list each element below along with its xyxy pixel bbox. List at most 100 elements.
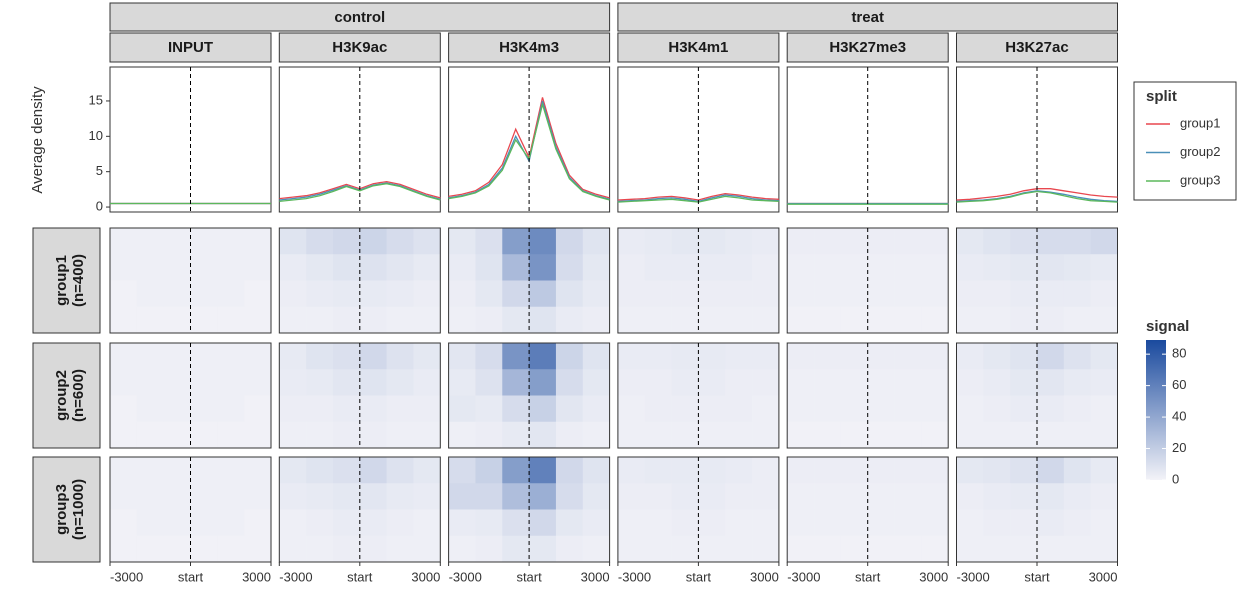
- y-tick-label: 0: [96, 198, 103, 213]
- x-tick-label: -3000: [279, 569, 312, 584]
- x-tick-label: 3000: [750, 569, 779, 584]
- heatmap-cell: [413, 509, 441, 537]
- colorbar: [1146, 340, 1166, 480]
- heatmap-cell: [306, 369, 334, 396]
- heatmap-cell: [529, 483, 557, 510]
- heatmap-cell: [671, 369, 699, 396]
- heatmap-cell: [502, 369, 530, 396]
- heatmap-cell: [698, 280, 726, 308]
- heatmap-cell: [110, 254, 138, 281]
- x-tick-label: -3000: [957, 569, 990, 584]
- heatmap-cell: [814, 509, 842, 537]
- heatmap-cell: [671, 228, 699, 255]
- heatmap-cell: [867, 421, 895, 449]
- heatmap-cell: [279, 535, 307, 563]
- heatmap-cell: [306, 228, 334, 255]
- heatmap-cell: [617, 254, 646, 281]
- heatmap-cell: [725, 509, 753, 537]
- heatmap-cell: [1037, 509, 1065, 537]
- heatmap-cell: [1090, 535, 1118, 563]
- heatmap-cell: [983, 343, 1011, 370]
- heatmap-cell: [359, 254, 387, 281]
- heatmap-cell: [1090, 369, 1118, 396]
- heatmap-cell: [787, 483, 815, 510]
- heatmap-cell: [475, 483, 503, 510]
- heatmap-cell: [136, 306, 164, 334]
- heatmap-cell: [1090, 280, 1118, 308]
- heatmap-cell: [475, 343, 503, 370]
- heatmap-cell: [217, 535, 245, 563]
- x-tick-label: start: [686, 569, 712, 584]
- heatmap-cell: [671, 483, 699, 510]
- heatmap-cell: [582, 509, 610, 537]
- heatmap-cell: [413, 306, 441, 334]
- row-label: group2: [53, 370, 70, 421]
- heatmap-cell: [1010, 228, 1038, 255]
- heatmap-cell: [983, 421, 1011, 449]
- heatmap-cell: [671, 254, 699, 281]
- heatmap-cell: [1063, 509, 1091, 537]
- heatmap-cell: [617, 483, 646, 510]
- heatmap-cell: [617, 343, 646, 370]
- row-count: (n=1000): [70, 479, 87, 540]
- heatmap-cell: [894, 228, 922, 255]
- heatmap-cell: [840, 254, 868, 281]
- heatmap-cell: [244, 369, 272, 396]
- heatmap-cell: [529, 457, 557, 484]
- heatmap-cell: [306, 395, 334, 423]
- heatmap-cell: [698, 254, 726, 281]
- heatmap-cell: [644, 306, 672, 334]
- heatmap-cell: [644, 457, 672, 484]
- heatmap-cell: [413, 421, 441, 449]
- heatmap-cell: [582, 535, 610, 563]
- heatmap-cell: [190, 509, 218, 537]
- heatmap-cell: [787, 395, 815, 423]
- heatmap-cell: [867, 306, 895, 334]
- heatmap-cell: [190, 254, 218, 281]
- heatmap-cell: [921, 421, 949, 449]
- heatmap-cell: [163, 395, 191, 423]
- heatmap-cell: [529, 369, 557, 396]
- heatmap-cell: [894, 535, 922, 563]
- heatmap-cell: [840, 421, 868, 449]
- row-strip: [32, 456, 101, 563]
- heatmap-cell: [983, 509, 1011, 537]
- heatmap-cell: [475, 306, 503, 334]
- heatmap-cell: [475, 457, 503, 484]
- heatmap-cell: [110, 457, 138, 484]
- heatmap-cell: [840, 457, 868, 484]
- heatmap-cell: [386, 280, 414, 308]
- x-tick-label: 3000: [919, 569, 948, 584]
- heatmap-cell: [698, 228, 726, 255]
- heatmap-cell: [136, 280, 164, 308]
- heatmap-cell: [1010, 369, 1038, 396]
- x-tick-label: 3000: [411, 569, 440, 584]
- heatmap-cell: [244, 228, 272, 255]
- heatmap-cell: [279, 280, 307, 308]
- heatmap-cell: [555, 369, 584, 396]
- sample-strip: [956, 32, 1118, 63]
- sample-strip: [786, 32, 949, 63]
- heatmap-cell: [617, 228, 646, 255]
- heatmap-cell: [1090, 421, 1118, 449]
- heatmap-cell: [136, 509, 164, 537]
- heatmap-cell: [448, 509, 476, 537]
- heatmap-cell: [217, 280, 245, 308]
- heatmap-cell: [110, 483, 138, 510]
- heatmap-cell: [110, 509, 138, 537]
- heatmap-cell: [279, 254, 307, 281]
- heatmap-cell: [644, 483, 672, 510]
- heatmap-cell: [1063, 483, 1091, 510]
- heatmap-cell: [867, 280, 895, 308]
- heatmap-cell: [413, 535, 441, 563]
- heatmap-cell: [332, 280, 361, 308]
- heatmap-cell: [725, 306, 753, 334]
- heatmap-cell: [752, 280, 780, 308]
- heatmap-cell: [163, 343, 191, 370]
- heatmap-cell: [725, 421, 753, 449]
- heatmap-cell: [217, 369, 245, 396]
- heatmap-cell: [502, 457, 530, 484]
- heatmap-cell: [413, 254, 441, 281]
- colorbar-tick-label: 80: [1172, 346, 1186, 361]
- heatmap-cell: [190, 395, 218, 423]
